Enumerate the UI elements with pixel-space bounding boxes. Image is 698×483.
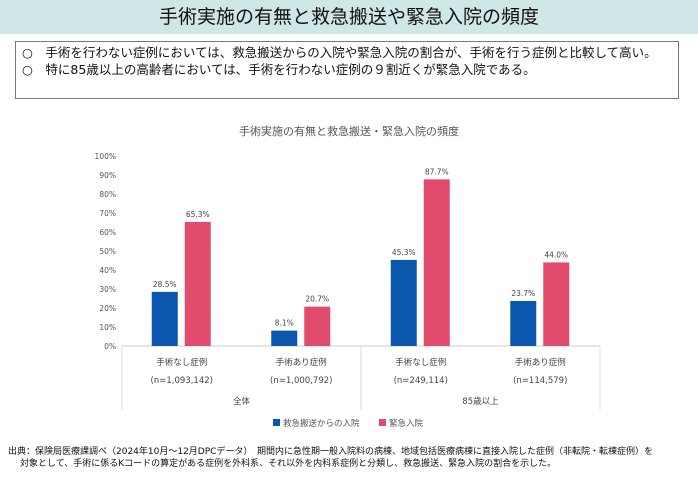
category-label: 手術なし症例	[156, 357, 207, 368]
source-line: 出典：保険局医療課調べ（2024年10月～12月DPCデータ） 期間内に急性期一…	[8, 447, 653, 457]
source-note: 出典：保険局医療課調べ（2024年10月～12月DPCデータ） 期間内に急性期一…	[8, 446, 694, 470]
bar	[543, 262, 570, 346]
category-label: 手術なし症例	[395, 357, 446, 368]
y-tick-label: 90%	[99, 171, 116, 180]
category-label: 手術あり症例	[515, 357, 566, 368]
page-title: 手術実施の有無と救急搬送や緊急入院の頻度	[0, 0, 698, 34]
data-label: 87.7%	[425, 167, 449, 176]
category-n-label: (n=114,579)	[513, 376, 567, 386]
bar-chart: 手術実施の有無と救急搬送・緊急入院の頻度 0% 10% 20% 30% 40% 50% 60%…	[95, 124, 601, 429]
bar	[151, 291, 178, 346]
y-tick-label: 70%	[99, 209, 116, 218]
chart-title: 手術実施の有無と救急搬送・緊急入院の頻度	[239, 124, 459, 138]
y-tick-label: 10%	[99, 323, 116, 332]
data-label: 65.3%	[186, 210, 210, 219]
legend-swatch	[379, 419, 386, 426]
category-n-label: (n=249,114)	[394, 376, 448, 386]
data-label: 44.0%	[544, 250, 568, 259]
bar	[271, 330, 298, 346]
category-n-label: (n=1,000,792)	[270, 376, 332, 386]
y-tick-label: 40%	[99, 266, 116, 275]
bar	[510, 300, 537, 346]
legend-label: 緊急入院	[389, 418, 424, 429]
legend-swatch	[273, 419, 280, 426]
category-label: 手術あり症例	[276, 357, 327, 368]
y-tick-label: 100%	[95, 152, 116, 161]
summary-box: ○ 手術を行わない症例においては、救急搬送からの入院や緊急入院の割合が、手術を行…	[15, 41, 679, 99]
source-line: 対象として、手術に係るKコードの算定がある症例を外科系、それ以外を内科系症例と分…	[20, 459, 557, 469]
y-tick-label: 80%	[99, 190, 116, 199]
y-tick-label: 20%	[99, 304, 116, 313]
group-label: 85歳以上	[462, 396, 499, 407]
data-label: 45.3%	[392, 248, 416, 257]
bar	[184, 221, 211, 346]
summary-point: ○ 特に85歳以上の高齢者においては、手術を行わない症例の９割近くが緊急入院であ…	[22, 62, 536, 77]
bar	[304, 306, 331, 346]
y-tick-label: 50%	[99, 247, 116, 256]
group-label: 全体	[233, 396, 251, 407]
category-n-label: (n=1,093,142)	[151, 376, 213, 386]
data-label: 23.7%	[511, 289, 535, 298]
y-tick-label: 60%	[99, 228, 116, 237]
y-tick-label: 30%	[99, 285, 116, 294]
legend-label: 救急搬送からの入院	[283, 418, 360, 429]
data-label: 20.7%	[305, 295, 329, 304]
y-tick-label: 0%	[104, 342, 116, 351]
data-label: 8.1%	[275, 319, 294, 328]
bar	[390, 259, 417, 346]
summary-point: ○ 手術を行わない症例においては、救急搬送からの入院や緊急入院の割合が、手術を行…	[22, 45, 657, 60]
bar	[423, 179, 450, 346]
data-label: 28.5%	[153, 280, 177, 289]
